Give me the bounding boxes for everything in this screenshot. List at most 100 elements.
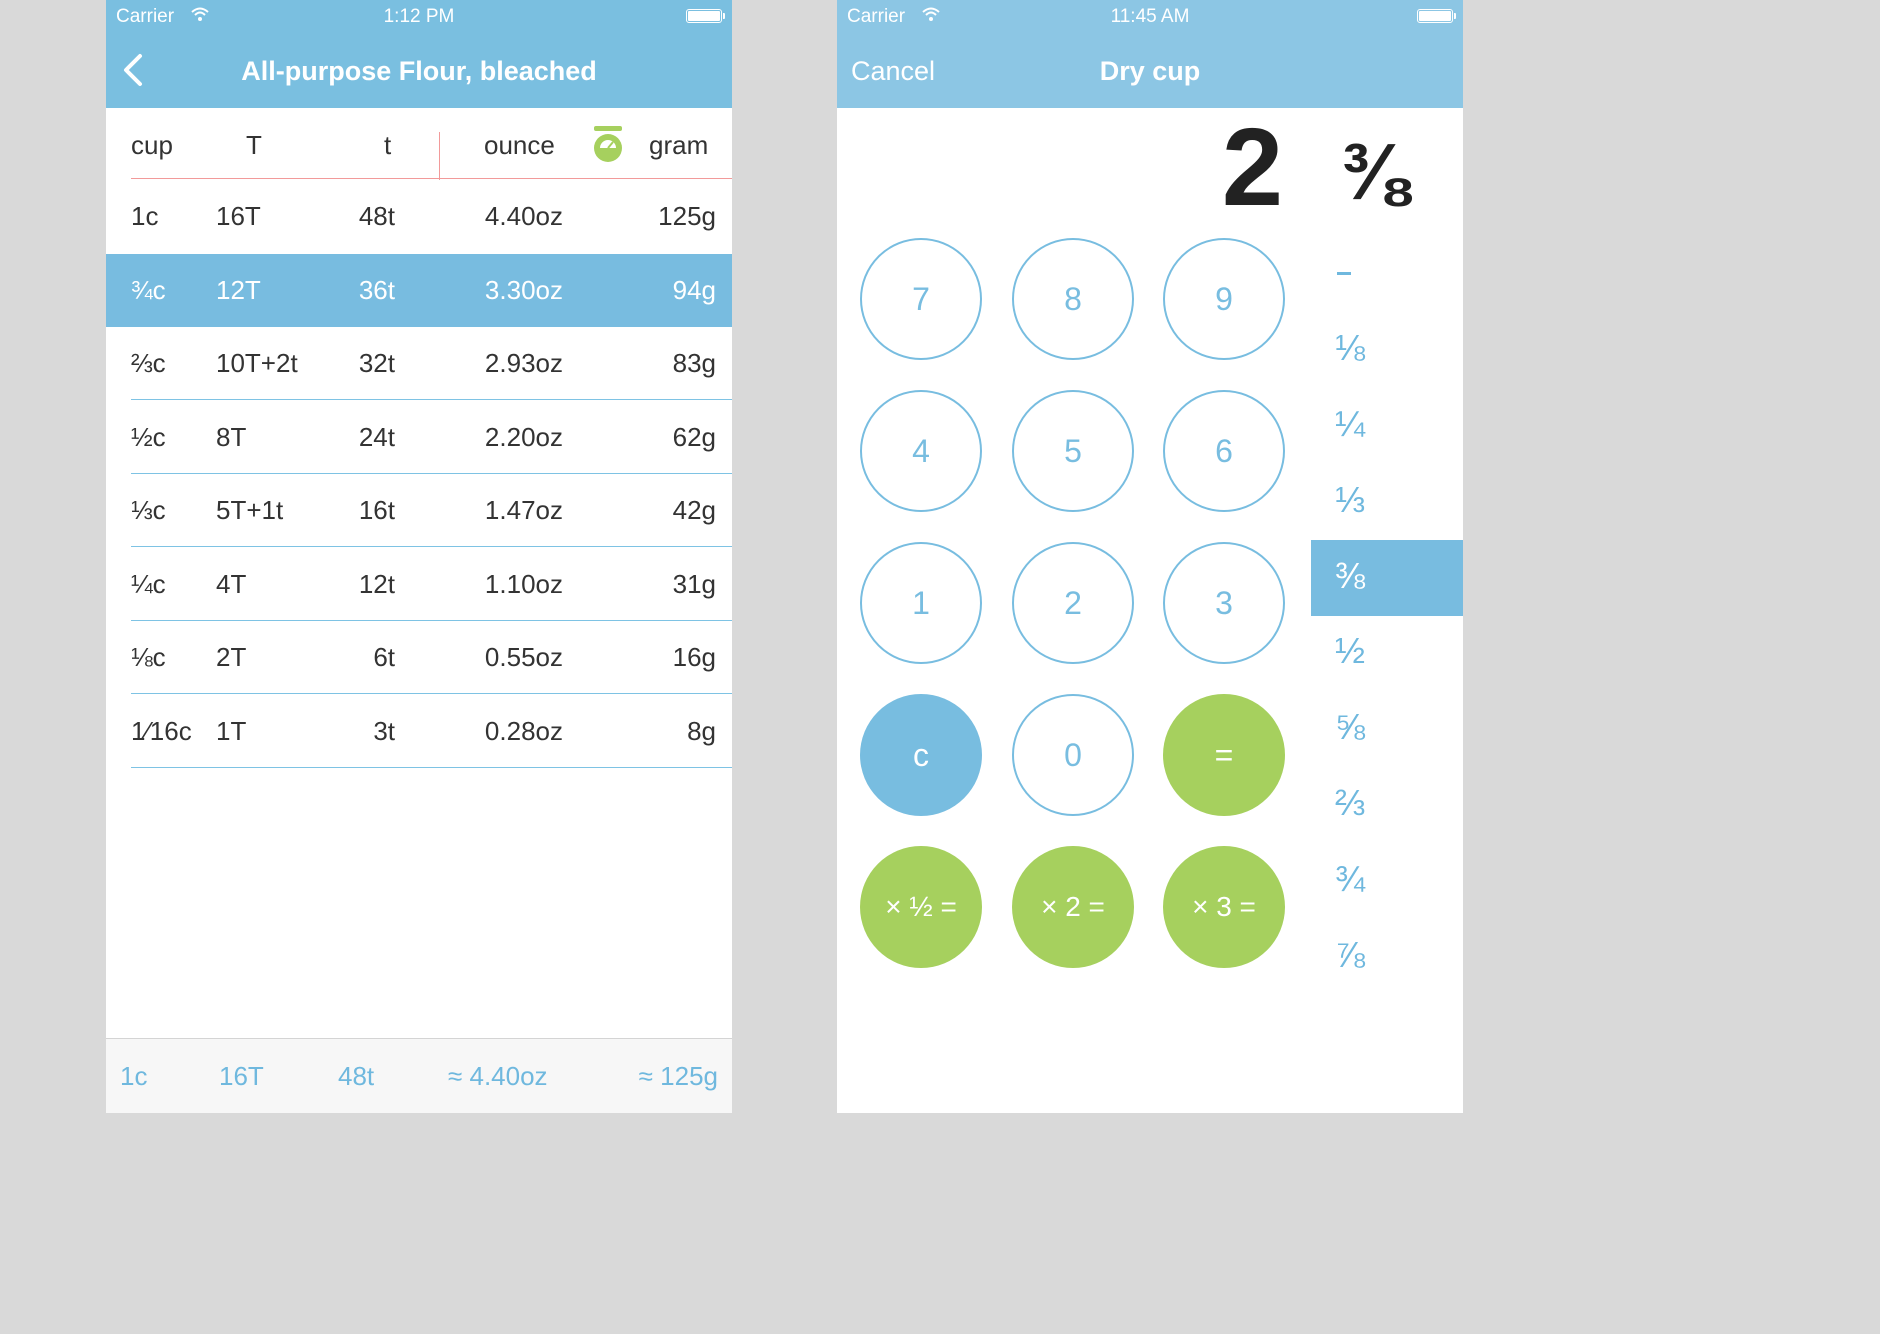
- chevron-left-icon[interactable]: [116, 50, 156, 90]
- fraction-option[interactable]: ⅔: [1311, 767, 1463, 843]
- fraction-option-label: ⅔: [1335, 782, 1366, 823]
- times-two-button[interactable]: × 2 =: [1012, 846, 1134, 968]
- cell-ounce: 2.20oz: [484, 421, 563, 452]
- cell-gram: 42g: [672, 495, 716, 525]
- nav-bar: All-purpose Flour, bleached: [106, 34, 732, 108]
- key-1[interactable]: 1: [860, 542, 982, 664]
- fraction-option-label: ¼: [1335, 403, 1366, 444]
- table-row[interactable]: ½c 8T 24t 2.20oz 62g: [106, 401, 732, 474]
- column-header-cup: cup: [131, 130, 173, 160]
- fraction-option-label: ½: [1335, 630, 1366, 671]
- cell-teaspoon: 12t: [358, 568, 395, 599]
- equals-button[interactable]: =: [1163, 694, 1285, 816]
- key-0[interactable]: 0: [1012, 694, 1134, 816]
- row-divider: [131, 472, 732, 474]
- cell-tablespoon: 2T: [216, 642, 247, 672]
- scale-icon[interactable]: [592, 126, 624, 164]
- cell-teaspoon: 24t: [358, 421, 395, 452]
- cell-ounce: 0.28oz: [484, 715, 563, 746]
- header-background: [106, 0, 732, 108]
- fraction-option[interactable]: -: [1311, 236, 1463, 312]
- footer-gram: ≈ 125g: [638, 1061, 718, 1091]
- cell-tablespoon: 10T+2t: [216, 348, 298, 378]
- cell-cup: ⅛c: [131, 642, 166, 672]
- fraction-option[interactable]: ⅛: [1311, 312, 1463, 388]
- fraction-option[interactable]: ¾: [1311, 843, 1463, 919]
- display-fraction: ⅜: [1341, 127, 1408, 216]
- nav-bar: Cancel Dry cup: [837, 34, 1463, 108]
- row-divider: [131, 399, 732, 400]
- cell-teaspoon: 36t: [358, 274, 395, 305]
- wifi-icon: [191, 7, 209, 21]
- cell-gram: 83g: [672, 348, 716, 378]
- fraction-option[interactable]: ½: [1311, 615, 1463, 691]
- fraction-option[interactable]: ¼: [1311, 388, 1463, 464]
- times-three-button[interactable]: × 3 =: [1163, 846, 1285, 968]
- fraction-option[interactable]: ⅝: [1311, 691, 1463, 767]
- column-header-ounce: ounce: [484, 130, 555, 160]
- cell-ounce: 1.47oz: [484, 495, 563, 525]
- carrier-label: Carrier: [116, 6, 175, 27]
- battery-icon: [1417, 9, 1456, 23]
- key-5[interactable]: 5: [1012, 390, 1134, 512]
- no-fraction-dash: [1337, 272, 1351, 275]
- fraction-option[interactable]: ⅞: [1311, 919, 1463, 995]
- fraction-option-label: ⅞: [1335, 934, 1366, 975]
- clock: 1:12 PM: [383, 6, 455, 27]
- cell-cup: ¼c: [131, 568, 166, 599]
- conversion-table-screen: Carrier 1:12 PM All-purpose Flour, bleac…: [106, 0, 732, 1113]
- footer-cup: 1c: [120, 1061, 148, 1091]
- cancel-button[interactable]: Cancel: [851, 56, 936, 86]
- column-divider: [439, 132, 440, 180]
- cell-gram: 125g: [658, 201, 716, 231]
- table-row[interactable]: ¼c 4T 12t 1.10oz 31g: [106, 548, 732, 621]
- cell-teaspoon: 6t: [373, 642, 395, 672]
- cell-tablespoon: 8T: [216, 421, 247, 452]
- cell-tablespoon: 4T: [216, 568, 247, 599]
- table-row[interactable]: 1c 16T 48t 4.40oz 125g: [106, 180, 732, 253]
- row-divider: [131, 546, 732, 547]
- fraction-option-label: ¾: [1335, 858, 1366, 899]
- wifi-icon: [922, 7, 940, 21]
- cell-teaspoon: 3t: [373, 715, 395, 746]
- cell-tablespoon: 16T: [216, 201, 261, 231]
- fraction-option[interactable]: ⅜: [1311, 540, 1463, 616]
- column-header-teaspoon: t: [384, 130, 392, 160]
- cell-teaspoon: 48t: [358, 201, 395, 231]
- table-row[interactable]: ⅔c 10T+2t 32t 2.93oz 83g: [106, 327, 732, 400]
- row-divider: [131, 766, 732, 768]
- key-4[interactable]: 4: [860, 390, 982, 512]
- table-row[interactable]: ¾c 12T 36t 3.30oz 94g: [106, 253, 732, 327]
- cell-tablespoon: 12T: [216, 274, 261, 305]
- cell-gram: 31g: [672, 568, 716, 599]
- cell-ounce: 4.40oz: [484, 201, 563, 231]
- footer-teaspoon: 48t: [338, 1061, 375, 1091]
- key-2[interactable]: 2: [1012, 542, 1134, 664]
- row-divider: [131, 619, 732, 621]
- cell-cup: 1⁄16c: [131, 715, 192, 746]
- cell-cup: ⅓c: [131, 495, 166, 525]
- battery-icon: [686, 9, 725, 23]
- column-header-tablespoon: T: [246, 130, 262, 160]
- clock: 11:45 AM: [1110, 6, 1190, 27]
- table-row[interactable]: ⅓c 5T+1t 16t 1.47oz 42g: [106, 474, 732, 547]
- key-7[interactable]: 7: [860, 238, 982, 360]
- times-half-button[interactable]: × ½ =: [860, 846, 982, 968]
- key-8[interactable]: 8: [1012, 238, 1134, 360]
- cell-cup: 1c: [131, 201, 159, 231]
- cell-cup: ¾c: [131, 274, 166, 305]
- key-9[interactable]: 9: [1163, 238, 1285, 360]
- page-title: Dry cup: [1099, 56, 1201, 86]
- status-bar: Carrier 11:45 AM: [837, 0, 1463, 34]
- cell-tablespoon: 1T: [216, 715, 247, 746]
- cell-ounce: 2.93oz: [484, 348, 563, 378]
- cell-teaspoon: 32t: [358, 348, 395, 378]
- table-row[interactable]: 1⁄16c 1T 3t 0.28oz 8g: [106, 695, 732, 768]
- table-row[interactable]: ⅛c 2T 6t 0.55oz 16g: [106, 621, 732, 694]
- fraction-option[interactable]: ⅓: [1311, 464, 1463, 540]
- key-6[interactable]: 6: [1163, 390, 1285, 512]
- summary-footer: 1c 16T 48t ≈ 4.40oz ≈ 125g: [106, 1038, 732, 1113]
- cell-gram: 62g: [672, 421, 716, 452]
- key-3[interactable]: 3: [1163, 542, 1285, 664]
- clear-button[interactable]: c: [860, 694, 982, 816]
